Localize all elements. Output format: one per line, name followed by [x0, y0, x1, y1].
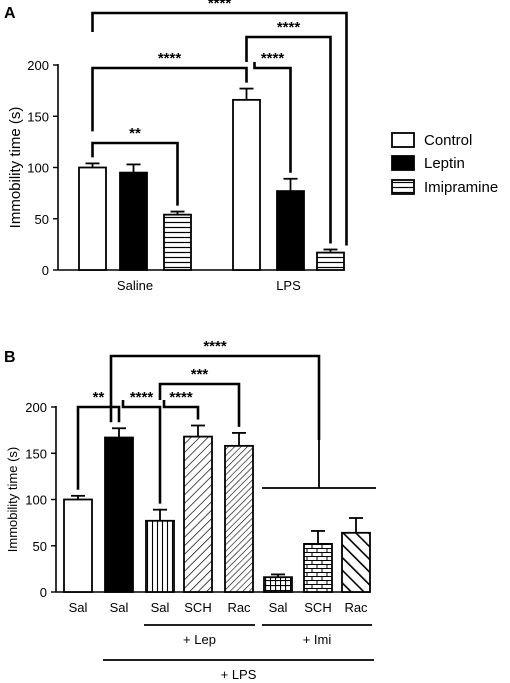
- panel-a-y-tick-label: 50: [35, 212, 49, 227]
- panel-a-sig-lps-leptin-label: ****: [261, 50, 285, 67]
- panel-b-x-tick-label: SCH: [184, 600, 211, 615]
- panel-b-y-tick-label: 100: [25, 493, 47, 508]
- panel-b-y-tick-label: 200: [25, 400, 47, 415]
- panel-b-sig-lps-lep-label: ****: [130, 389, 154, 406]
- panel-b-bar: [63, 498, 93, 593]
- panel-b-letter: B: [4, 349, 16, 366]
- panel-a-y-tick-label: 0: [42, 263, 49, 278]
- panel-a-y-tick-label: 150: [27, 109, 49, 124]
- panel-b-bar: [303, 543, 333, 593]
- panel-a-legend-swatch: [391, 132, 415, 148]
- panel-a-y-tick-label: 100: [27, 161, 49, 176]
- panel-a-bar: [232, 98, 261, 271]
- panel-a-bar: [316, 251, 345, 271]
- panel-a-x-tick-label: LPS: [276, 278, 301, 293]
- panel-a-sig-lps-imi-label: ****: [277, 19, 301, 36]
- panel-b-sig-lep-sch-bracket: [162, 400, 200, 420]
- panel-b-y-tick-label: 150: [25, 446, 47, 461]
- panel-a-bar: [119, 171, 148, 271]
- panel-a-sig-lps-leptin-bracket: [253, 62, 292, 173]
- panel-a-sig-saline-label: **: [129, 125, 141, 142]
- panel-a-sig-all-bracket: [91, 11, 348, 246]
- panel-b-chart: B 0 50 100 150 200 Immobility time (s) Sal Sal Sa…: [4, 338, 376, 682]
- panel-b-y-axis-label: Immobility time (s): [5, 447, 20, 552]
- panel-a-letter: A: [4, 5, 16, 22]
- panel-a-sig-lps-imi-bracket: [245, 35, 332, 244]
- panel-b-bar: [104, 436, 134, 593]
- panel-a-x-tick-label: Saline: [117, 278, 153, 293]
- panel-a-legend-label: Control: [424, 132, 472, 149]
- panel-b-bar: [263, 576, 293, 593]
- panel-b-x-tick-label: Sal: [269, 600, 288, 615]
- panel-a-bar: [163, 213, 192, 271]
- panel-b-sig-lep-sch-label: ****: [169, 389, 193, 406]
- panel-a-bar: [78, 166, 107, 271]
- panel-b-sig-sal-lps-label: **: [93, 389, 105, 406]
- panel-a-sig-all-label: ****: [208, 0, 232, 12]
- panel-b-group-label: + Imi: [303, 632, 332, 647]
- panel-b-sig-lep-rac-bracket: [158, 382, 241, 427]
- panel-b-sig-lps-imi-bracket: [109, 354, 321, 440]
- panel-a-sig-control-bracket: [91, 66, 248, 132]
- panel-a-sig-control-label: ****: [158, 50, 182, 67]
- panel-b-x-tick-label: Sal: [110, 600, 129, 615]
- panel-b-group-label: + Lep: [183, 632, 216, 647]
- panel-a-sig-saline-bracket: [91, 141, 179, 206]
- panel-b-x-tick-label: Sal: [151, 600, 170, 615]
- panel-b-bar: [145, 519, 175, 593]
- panel-b-sig-lps-imi-label: ****: [203, 338, 227, 355]
- panel-b-x-tick-label: Rac: [227, 600, 251, 615]
- panel-b-bar: [183, 435, 213, 593]
- panel-b-x-tick-label: Sal: [69, 600, 88, 615]
- panel-b-group-label: + LPS: [221, 667, 257, 682]
- panel-b-x-tick-label: SCH: [304, 600, 331, 615]
- panel-a-legend-swatch: [391, 155, 415, 171]
- panel-b-y-tick-label: 0: [40, 585, 47, 600]
- panel-a-y-tick-label: 200: [27, 58, 49, 73]
- panel-b-sig-lps-lep-bracket: [121, 400, 162, 504]
- panel-a-legend-label: Leptin: [424, 155, 465, 172]
- panel-a-legend-label: Imipramine: [424, 179, 498, 196]
- panel-a-legend-swatch: [391, 179, 415, 195]
- panel-b-x-tick-label: Rac: [344, 600, 368, 615]
- panel-a-chart: A 0 50 100 150 200 Immobility time (s) Saline LP…: [4, 0, 498, 293]
- panel-b-sig-sal-lps-bracket: [76, 405, 121, 490]
- panel-a-bar: [276, 190, 305, 271]
- panel-a-y-axis-label: Immobility time (s): [7, 107, 24, 229]
- panel-b-y-tick-label: 50: [33, 539, 47, 554]
- panel-b-bar: [341, 531, 371, 593]
- panel-b-sig-lep-rac-label: ***: [191, 366, 209, 383]
- panel-b-bar: [224, 444, 254, 593]
